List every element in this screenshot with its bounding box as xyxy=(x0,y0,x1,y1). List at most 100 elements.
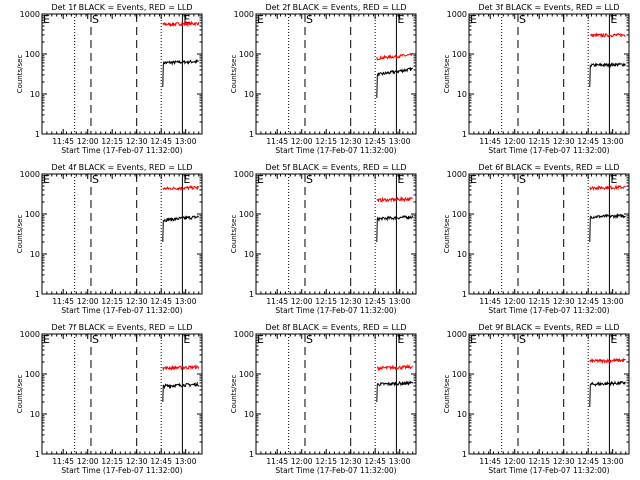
y-tick-label: 1 xyxy=(35,450,40,459)
x-tick-label: 13:00 xyxy=(389,137,411,146)
y-tick-label: 100 xyxy=(452,210,467,219)
x-tick-label: 12:30 xyxy=(340,137,362,146)
x-tick-label: 12:00 xyxy=(504,297,526,306)
events-rate-line xyxy=(162,58,199,88)
x-tick-label: 12:30 xyxy=(340,297,362,306)
x-axis-label: Start Time (17-Feb-07 11:32:00) xyxy=(61,306,182,315)
events-rate-line xyxy=(589,380,626,408)
x-tick-label: 13:00 xyxy=(175,297,197,306)
y-tick-label: 1000 xyxy=(447,330,467,339)
events-rate-line xyxy=(162,214,200,243)
y-tick-label: 100 xyxy=(239,50,254,59)
events-rate-line xyxy=(162,381,200,403)
time-marker-label: E xyxy=(257,13,264,26)
x-tick-label: 12:45 xyxy=(364,297,386,306)
x-axis-label: Start Time (17-Feb-07 11:32:00) xyxy=(61,146,182,155)
x-tick-label: 12:30 xyxy=(126,137,148,146)
x-tick-label: 12:30 xyxy=(126,457,148,466)
x-tick-label: 12:15 xyxy=(528,137,550,146)
y-tick-label: 10 xyxy=(244,250,254,259)
plot-frame xyxy=(255,173,417,295)
x-tick-label: 12:00 xyxy=(504,137,526,146)
y-tick-label: 1000 xyxy=(234,10,254,19)
x-tick-label: 12:45 xyxy=(150,137,172,146)
y-axis-label: Counts/sec xyxy=(16,215,24,254)
time-marker-label: E xyxy=(610,333,617,346)
plot-frame xyxy=(468,13,630,135)
plot-title: Det 4f BLACK = Events, RED = LLD xyxy=(51,163,192,172)
plot-frame xyxy=(468,333,630,455)
time-marker-label: E xyxy=(257,173,264,186)
time-marker-label: E xyxy=(183,333,190,346)
lld-rate-line xyxy=(162,20,200,28)
plot-frame xyxy=(41,173,203,295)
time-marker-label: S xyxy=(306,13,313,26)
x-tick-label: 12:45 xyxy=(577,137,599,146)
y-tick-label: 100 xyxy=(239,210,254,219)
x-tick-label: 12:00 xyxy=(77,457,99,466)
y-tick-label: 1 xyxy=(462,130,467,139)
x-tick-label: 13:00 xyxy=(175,457,197,466)
x-tick-label: 12:15 xyxy=(315,457,337,466)
time-marker-label: E xyxy=(610,173,617,186)
lld-rate-line xyxy=(376,363,413,372)
x-tick-label: 13:00 xyxy=(389,297,411,306)
plot-title: Det 8f BLACK = Events, RED = LLD xyxy=(265,323,406,332)
x-tick-label: 12:00 xyxy=(291,297,313,306)
x-tick-label: 13:00 xyxy=(602,297,624,306)
time-marker-label: S xyxy=(519,13,526,26)
x-tick-label: 11:45 xyxy=(52,137,74,146)
y-tick-label: 1 xyxy=(35,130,40,139)
y-axis-label: Counts/sec xyxy=(443,375,451,414)
y-tick-label: 1 xyxy=(462,290,467,299)
time-marker-label: E xyxy=(183,173,190,186)
lld-rate-line xyxy=(589,32,626,39)
time-marker-label: S xyxy=(306,333,313,346)
plot-title: Det 3f BLACK = Events, RED = LLD xyxy=(478,3,619,12)
x-tick-label: 12:30 xyxy=(553,137,575,146)
plot-title: Det 1f BLACK = Events, RED = LLD xyxy=(51,3,192,12)
y-tick-label: 100 xyxy=(452,370,467,379)
time-marker-label: S xyxy=(92,333,99,346)
events-rate-line xyxy=(376,380,414,403)
time-marker-label: E xyxy=(610,13,617,26)
x-tick-label: 12:45 xyxy=(150,457,172,466)
x-tick-label: 12:15 xyxy=(315,297,337,306)
x-axis-label: Start Time (17-Feb-07 11:32:00) xyxy=(488,146,609,155)
events-rate-line xyxy=(589,62,626,88)
x-tick-label: 12:45 xyxy=(364,457,386,466)
y-axis-label: Counts/sec xyxy=(16,55,24,94)
x-axis-label: Start Time (17-Feb-07 11:32:00) xyxy=(488,306,609,315)
time-marker-label: S xyxy=(306,173,313,186)
plot-title: Det 5f BLACK = Events, RED = LLD xyxy=(265,163,406,172)
x-tick-label: 11:45 xyxy=(52,457,74,466)
x-axis-label: Start Time (17-Feb-07 11:32:00) xyxy=(275,466,396,475)
x-tick-label: 12:30 xyxy=(553,297,575,306)
y-tick-label: 100 xyxy=(25,210,40,219)
y-axis-label: Counts/sec xyxy=(443,215,451,254)
y-tick-label: 1000 xyxy=(234,170,254,179)
lld-rate-line xyxy=(376,196,414,203)
time-marker-label: E xyxy=(257,333,264,346)
y-axis-label: Counts/sec xyxy=(16,375,24,414)
x-tick-label: 12:45 xyxy=(577,457,599,466)
lld-rate-line xyxy=(589,184,627,192)
y-tick-label: 1 xyxy=(462,450,467,459)
time-marker-label: E xyxy=(397,333,404,346)
y-tick-label: 10 xyxy=(457,410,467,419)
y-tick-label: 10 xyxy=(457,250,467,259)
events-rate-line xyxy=(376,214,414,243)
x-tick-label: 12:15 xyxy=(101,137,123,146)
plot-frame xyxy=(41,333,203,455)
x-tick-label: 12:45 xyxy=(364,137,386,146)
plot-frame xyxy=(468,173,630,295)
x-axis-label: Start Time (17-Feb-07 11:32:00) xyxy=(275,146,396,155)
y-tick-label: 100 xyxy=(452,50,467,59)
x-tick-label: 11:45 xyxy=(266,297,288,306)
time-marker-label: E xyxy=(470,333,477,346)
